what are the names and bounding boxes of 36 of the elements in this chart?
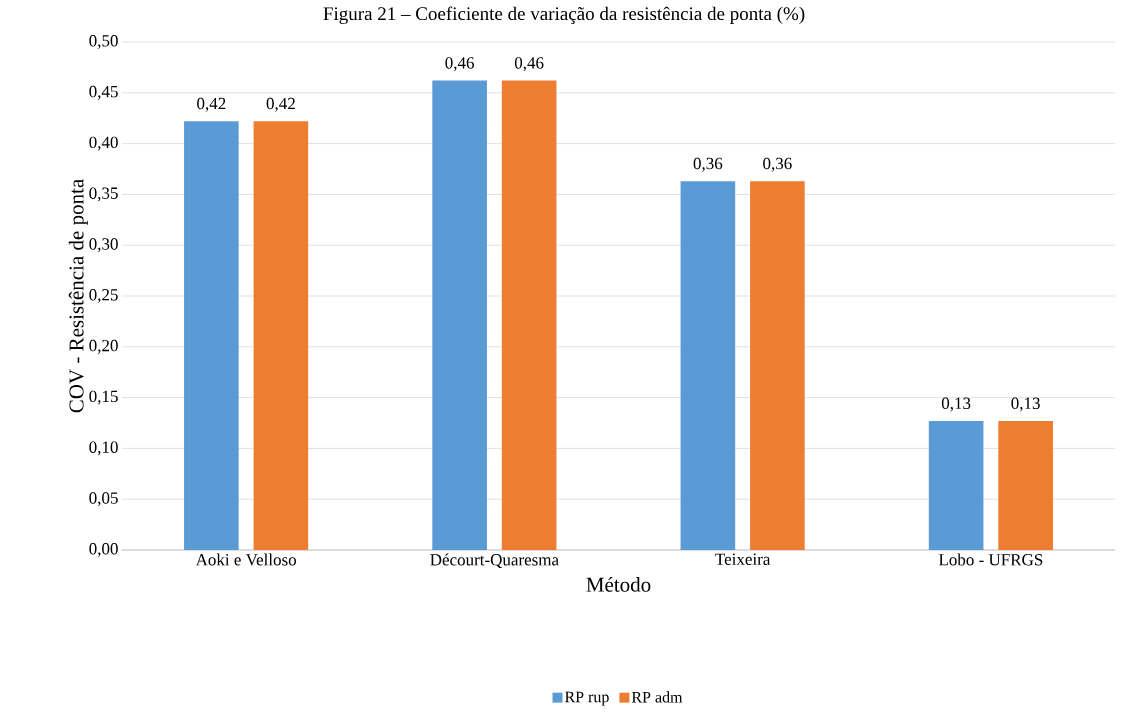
data-label: 0,42 (197, 97, 226, 112)
y-tick-label: 0,25 (89, 289, 118, 303)
x-tick-label: Lobo - UFRGS (938, 553, 1043, 566)
data-label: 0,36 (693, 157, 723, 172)
y-tick-label: 0,35 (89, 187, 118, 202)
y-tick-label: 0,50 (89, 35, 118, 49)
data-label: 0,46 (445, 57, 474, 72)
x-tick-label: Aoki e Velloso (195, 553, 297, 566)
legend-label: RP rup (564, 691, 609, 706)
data-label: 0,42 (266, 97, 295, 112)
y-tick-label: 0,40 (89, 136, 118, 151)
bar (253, 121, 309, 550)
y-tick-label: 0,30 (89, 238, 118, 253)
bar (680, 181, 736, 550)
x-axis-title: Método (586, 576, 651, 592)
x-tick-label: Décourt-Quaresma (430, 553, 559, 569)
bar (998, 420, 1053, 550)
y-tick-label: 0,15 (89, 390, 118, 405)
bar (501, 80, 557, 550)
y-tick-label: 0,20 (89, 339, 118, 354)
data-label: 0,13 (1011, 397, 1040, 412)
legend-label: RP adm (631, 691, 683, 703)
bar (928, 420, 984, 550)
y-tick-label: 0,45 (89, 85, 118, 100)
data-label: 0,13 (941, 397, 971, 412)
y-tick-label: 0,00 (89, 543, 118, 557)
bar (750, 181, 805, 550)
bar (184, 121, 239, 550)
bar (432, 80, 487, 550)
y-tick-label: 0,05 (89, 492, 118, 507)
data-label: 0,46 (514, 57, 544, 72)
chart-title: Figura 21 – Coeficiente de variação da resistência de ponta (%) (323, 6, 805, 24)
x-tick-label: Teixeira (715, 553, 771, 565)
y-axis-title: COV - Resistência de ponta (68, 179, 88, 413)
y-tick-label: 0,10 (89, 441, 118, 456)
data-label: 0,36 (763, 157, 792, 172)
